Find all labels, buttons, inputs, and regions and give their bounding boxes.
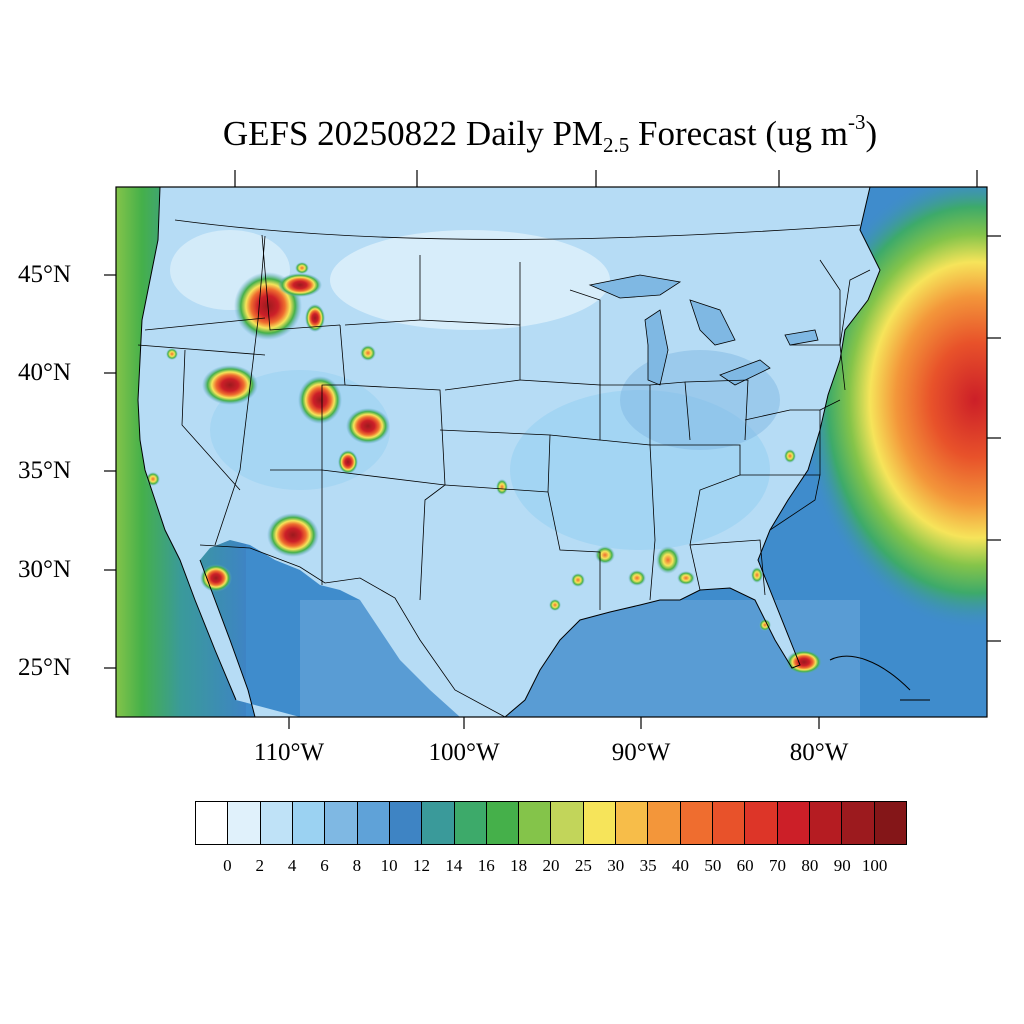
hotspot-montana-north xyxy=(295,262,309,274)
colorbar-tick-label: 70 xyxy=(769,856,787,875)
colorbar-swatch xyxy=(228,802,261,844)
colorbar-tick-label: 0 xyxy=(223,856,232,875)
hotspot-ms-south xyxy=(628,570,646,586)
hotspot-mississippi xyxy=(595,546,615,564)
colorbar-swatch xyxy=(745,802,778,844)
colorbar-swatch xyxy=(260,802,293,844)
lon-label-110w: 110°W xyxy=(253,739,325,766)
chart-title: GEFS 20250822 Daily PM2.5 Forecast (ug m… xyxy=(0,112,1024,156)
colorbar-swatch xyxy=(648,802,681,844)
colorbar-tick-label: 18 xyxy=(510,856,528,875)
hotspot-fl-gulf xyxy=(759,619,771,631)
hotspot-montana xyxy=(278,273,322,297)
hotspot-texas-coast xyxy=(549,599,561,611)
colorbar-swatch xyxy=(422,802,455,844)
colorbar-tick-label: 60 xyxy=(736,856,754,875)
colorbar-swatch xyxy=(454,802,487,844)
colorbar-tick-label: 12 xyxy=(413,856,431,875)
map-field xyxy=(116,187,987,717)
hotspot-colorado xyxy=(346,408,390,444)
colorbar-tick-label: 50 xyxy=(704,856,722,875)
colorbar-tick-label: 4 xyxy=(287,856,297,875)
hotspot-al-south xyxy=(677,571,695,585)
hotspot-georgia xyxy=(751,567,763,583)
colorbar-tick-label: 40 xyxy=(671,856,689,875)
colorbar-tick-label: 35 xyxy=(639,856,657,875)
colorbar-swatch xyxy=(616,802,649,844)
hotspot-nevada xyxy=(202,365,258,405)
hotspot-virginia xyxy=(784,449,796,463)
northern-plains-clean xyxy=(330,230,610,330)
lat-label-45n: 45°N xyxy=(18,261,72,288)
colorbar-swatch xyxy=(551,802,584,844)
us-mexico-border xyxy=(199,544,506,717)
colorbar-tick-label: 80 xyxy=(801,856,819,875)
title-prefix: GEFS 20250822 Daily PM xyxy=(222,114,604,153)
lat-label-40n: 40°N xyxy=(18,359,72,386)
colorbar-tick-label: 8 xyxy=(352,856,362,875)
hotspot-oregon-coast xyxy=(166,348,178,360)
colorbar-swatch xyxy=(196,802,229,844)
colorbar-swatch xyxy=(842,802,875,844)
colorbar-swatch xyxy=(809,802,843,844)
hotspot-louisiana xyxy=(571,573,585,587)
lon-label-90w: 90°W xyxy=(611,739,671,766)
lat-label-25n: 25°N xyxy=(18,654,72,681)
coastlines xyxy=(137,187,930,717)
lat-label-35n: 35°N xyxy=(18,457,72,484)
lat-label-30n: 30°N xyxy=(18,556,72,583)
hotspot-south-florida xyxy=(786,650,822,674)
colorbar-swatch xyxy=(357,802,390,844)
colorbar-tick-label: 6 xyxy=(320,856,329,875)
colorbar-swatch xyxy=(583,802,617,844)
colorbar xyxy=(195,801,907,845)
hotspot-oklahoma xyxy=(496,479,508,495)
hotspot-utah xyxy=(298,376,342,424)
axis-ticks xyxy=(104,170,1001,729)
hotspot-arizona xyxy=(267,513,319,557)
colorbar-swatch xyxy=(519,802,552,844)
colorbar-tick-label: 2 xyxy=(255,856,264,875)
colorbar-tick-label: 10 xyxy=(380,856,398,875)
colorbar-tick-label: 30 xyxy=(607,856,625,875)
colorbar-swatch xyxy=(680,802,713,844)
colorbar-swatch xyxy=(713,802,746,844)
hotspot-alabama xyxy=(656,546,680,574)
hotspot-wyoming xyxy=(305,304,325,332)
colorbar-swatch xyxy=(389,802,423,844)
title-subscript: 2.5 xyxy=(603,133,630,157)
political-boundaries xyxy=(137,219,871,717)
colorbar-swatch xyxy=(292,802,326,844)
colorbar-tick-label: 100 xyxy=(861,856,888,875)
colorbar-swatch xyxy=(325,802,358,844)
us-canada-border xyxy=(174,219,861,240)
title-middle: Forecast (ug m xyxy=(629,114,848,153)
great-lakes xyxy=(588,274,819,386)
title-superscript: -3 xyxy=(847,110,866,134)
lon-label-80w: 80°W xyxy=(789,739,849,766)
colorbar-tick-label: 14 xyxy=(445,856,463,875)
hotspot-wyoming-east xyxy=(360,345,376,361)
map-frame xyxy=(115,186,988,718)
colorbar-swatch xyxy=(486,802,520,844)
colorbar-tick-label: 20 xyxy=(542,856,560,875)
colorbar-tick-label: 25 xyxy=(574,856,592,875)
lon-label-100w: 100°W xyxy=(428,739,500,766)
colorbar-swatch xyxy=(777,802,810,844)
title-suffix: ) xyxy=(865,114,878,153)
hotspot-sw-colorado xyxy=(338,450,358,474)
hotspot-baja xyxy=(200,564,232,592)
colorbar-swatch xyxy=(874,802,906,844)
colorbar-tick-label: 16 xyxy=(477,856,495,875)
colorbar-tick-label: 90 xyxy=(833,856,851,875)
